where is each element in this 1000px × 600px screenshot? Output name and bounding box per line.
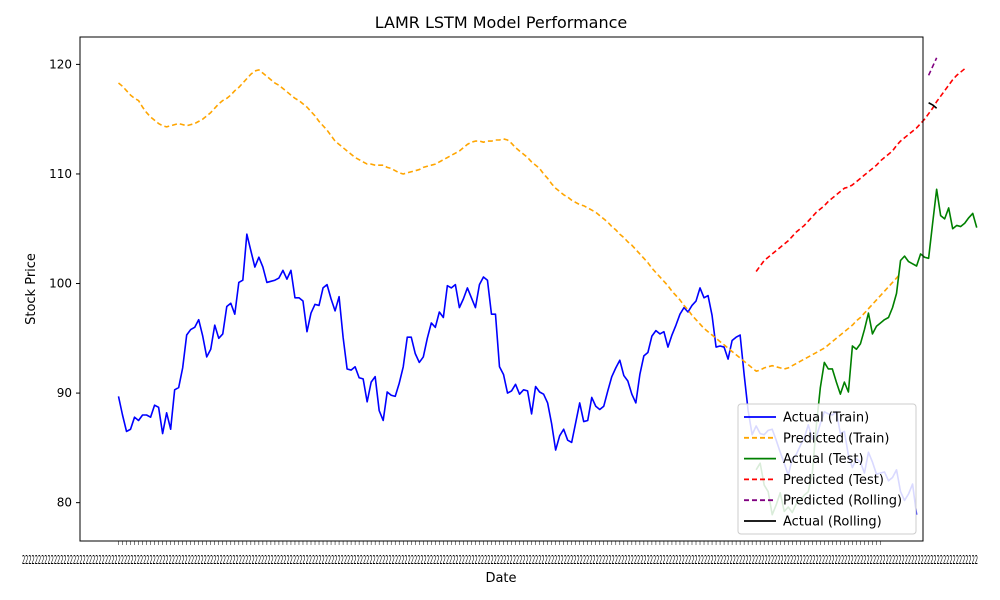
- x-tick-labels: 2222222222222222222222222222222222222222…: [22, 553, 978, 567]
- legend-label-4: Predicted (Rolling): [783, 494, 902, 509]
- y-tick-label: 110: [49, 167, 72, 181]
- y-tick-label: 90: [57, 386, 72, 400]
- y-tick-label: 100: [49, 277, 72, 291]
- y-axis-label: Stock Price: [24, 253, 39, 325]
- chart-title: LAMR LSTM Model Performance: [375, 13, 627, 32]
- x-axis-label: Date: [485, 571, 516, 586]
- legend-label-0: Actual (Train): [783, 411, 869, 426]
- legend-label-3: Predicted (Test): [783, 473, 884, 488]
- y-tick-label: 80: [57, 496, 72, 510]
- legend-label-5: Actual (Rolling): [783, 515, 882, 530]
- y-tick-label: 120: [49, 57, 72, 71]
- legend-label-2: Actual (Test): [783, 452, 864, 467]
- legend: Actual (Train) Predicted (Train) Actual (T…: [738, 404, 916, 534]
- legend-label-1: Predicted (Train): [783, 431, 890, 446]
